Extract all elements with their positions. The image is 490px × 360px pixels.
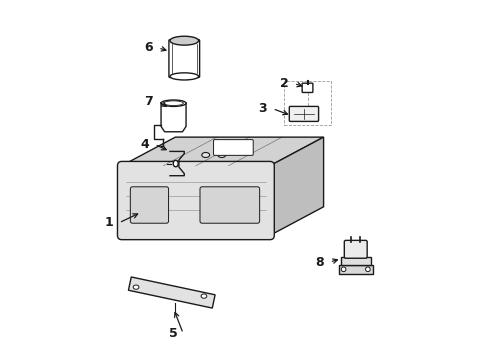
Ellipse shape (173, 160, 178, 167)
Text: 3: 3 (259, 102, 267, 115)
Ellipse shape (366, 267, 370, 272)
FancyBboxPatch shape (344, 240, 367, 258)
FancyBboxPatch shape (169, 40, 199, 77)
Ellipse shape (170, 36, 198, 45)
Bar (284, 81, 331, 125)
Polygon shape (339, 265, 373, 274)
Polygon shape (341, 257, 371, 265)
Ellipse shape (341, 267, 346, 272)
FancyBboxPatch shape (118, 161, 274, 240)
Ellipse shape (202, 153, 210, 157)
Polygon shape (270, 137, 323, 235)
Polygon shape (128, 277, 215, 308)
Text: 2: 2 (280, 77, 289, 90)
FancyBboxPatch shape (289, 107, 318, 121)
Text: 1: 1 (105, 216, 114, 229)
Polygon shape (122, 137, 323, 166)
Ellipse shape (201, 294, 207, 298)
Ellipse shape (161, 100, 186, 107)
Text: 8: 8 (316, 256, 324, 269)
Ellipse shape (133, 285, 139, 289)
Ellipse shape (170, 73, 198, 80)
Text: 7: 7 (144, 95, 153, 108)
FancyBboxPatch shape (214, 140, 253, 156)
FancyBboxPatch shape (302, 83, 313, 93)
Text: 4: 4 (141, 138, 149, 151)
Text: 5: 5 (169, 327, 178, 340)
Text: 6: 6 (144, 41, 153, 54)
Ellipse shape (218, 153, 226, 157)
FancyBboxPatch shape (200, 187, 260, 223)
FancyBboxPatch shape (130, 187, 169, 223)
Ellipse shape (164, 101, 183, 105)
